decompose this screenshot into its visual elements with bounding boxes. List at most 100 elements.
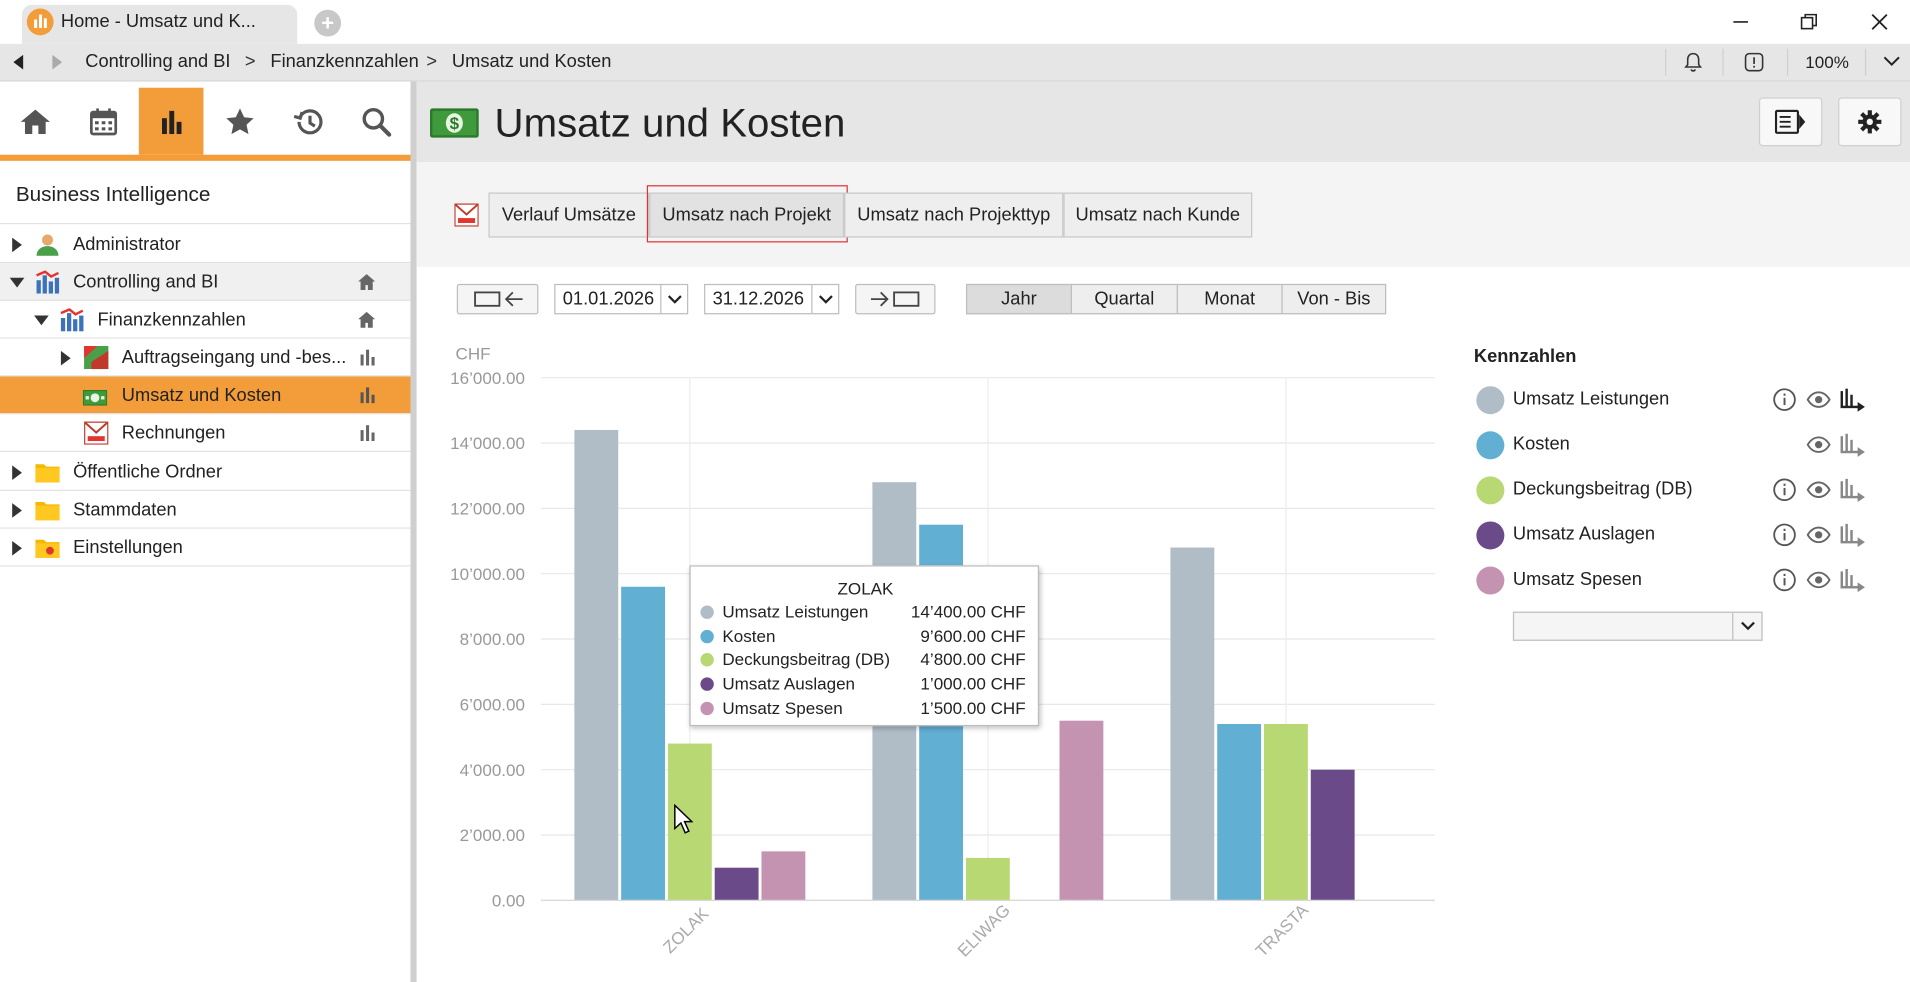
series-color-dot	[700, 605, 714, 619]
chart-axis-icon[interactable]	[1839, 387, 1866, 412]
chevron-down-icon[interactable]	[660, 285, 687, 314]
tree-item-controlling[interactable]: Controlling and BI	[0, 263, 411, 301]
close-icon[interactable]	[1861, 7, 1898, 36]
home-icon[interactable]	[357, 311, 376, 329]
expand-arrow-icon[interactable]	[12, 237, 22, 253]
panel-toggle-button[interactable]	[1758, 97, 1823, 147]
star-icon[interactable]	[207, 88, 273, 155]
y-tick-label: 0.00	[492, 891, 525, 910]
calendar-icon[interactable]	[71, 88, 137, 155]
eye-icon[interactable]	[1806, 391, 1831, 408]
date-to-field[interactable]: 31.12.2026	[704, 283, 840, 315]
period-quartal-button[interactable]: Quartal	[1070, 283, 1178, 315]
series-color-dot	[700, 677, 714, 691]
legend-color-dot	[1476, 476, 1505, 505]
collapse-arrow-icon[interactable]	[34, 315, 49, 326]
tree-item-label: Öffentliche Ordner	[73, 461, 223, 483]
back-arrow-icon[interactable]	[11, 54, 26, 70]
tooltip-row: Deckungsbeitrag (DB) 4’800.00 CHF	[700, 649, 1031, 673]
y-tick-label: 16’000.00	[450, 369, 525, 388]
new-tab-plus-icon[interactable]: +	[314, 9, 342, 37]
chart-axis-icon[interactable]	[1839, 568, 1866, 593]
y-tick-label: 14’000.00	[450, 434, 525, 453]
zoom-level[interactable]: 100%	[1805, 52, 1849, 72]
tree-item-einstellungen[interactable]: Einstellungen	[0, 528, 411, 567]
tree-item-label: Auftragseingang und -bes...	[121, 347, 347, 368]
chart-axis-icon[interactable]	[1839, 433, 1866, 457]
home-icon[interactable]	[2, 88, 68, 155]
tree-item-label: Einstellungen	[73, 537, 183, 559]
page-header	[416, 81, 1910, 163]
tree-item-label: Rechnungen	[121, 422, 226, 444]
date-from-field[interactable]: 01.01.2026	[554, 283, 689, 315]
tree-item-rechnungen[interactable]: Rechnungen	[0, 414, 411, 453]
bar-chart-icon[interactable]	[359, 424, 376, 442]
tooltip-series-value: 1’000.00 CHF	[920, 673, 1026, 694]
tooltip-series-value: 14’400.00 CHF	[910, 601, 1026, 622]
collapse-arrow-icon[interactable]	[9, 277, 25, 288]
tooltip-series-value: 9’600.00 CHF	[920, 625, 1026, 646]
chevron-down-icon[interactable]	[1732, 612, 1761, 640]
eye-icon[interactable]	[1806, 526, 1831, 544]
period-monat-button[interactable]: Monat	[1176, 283, 1283, 315]
bar-chart-icon[interactable]	[359, 386, 376, 404]
series-color-dot	[700, 629, 714, 643]
info-icon[interactable]	[1772, 523, 1796, 547]
tree-item-stammdaten[interactable]: Stammdaten	[0, 490, 411, 529]
next-period-button[interactable]	[855, 283, 936, 315]
tree-item-auftragseingang[interactable]: Auftragseingang und -bes...	[0, 338, 411, 377]
info-icon[interactable]	[1772, 387, 1796, 411]
eye-icon[interactable]	[1806, 571, 1831, 589]
eye-icon[interactable]	[1806, 436, 1831, 453]
tree-item-umsatz-und-kosten[interactable]: Umsatz und Kosten	[0, 376, 411, 415]
chevron-down-icon[interactable]	[1883, 55, 1900, 67]
minimize-icon[interactable]	[1722, 7, 1759, 36]
previous-period-button[interactable]	[456, 283, 539, 315]
info-icon[interactable]	[1772, 478, 1796, 502]
breadcrumb-controlling[interactable]: Controlling and BI	[85, 51, 231, 72]
legend-item: Umsatz Spesen	[1476, 565, 1878, 597]
info-icon[interactable]	[1772, 568, 1796, 592]
chevron-down-icon[interactable]	[811, 285, 838, 314]
expand-arrow-icon[interactable]	[12, 503, 22, 518]
search-icon[interactable]	[344, 88, 410, 155]
kennzahl-select[interactable]	[1512, 611, 1763, 641]
chart-axis-icon[interactable]	[1839, 523, 1866, 548]
settings-button[interactable]	[1838, 97, 1902, 147]
period-jahr-button[interactable]: Jahr	[965, 283, 1072, 315]
sidebar-resize-handle[interactable]	[410, 81, 417, 982]
expand-arrow-icon[interactable]	[12, 465, 22, 481]
expand-arrow-icon[interactable]	[60, 350, 71, 366]
bell-icon[interactable]	[1682, 51, 1704, 73]
chart-axis-icon[interactable]	[1839, 478, 1866, 502]
home-icon[interactable]	[357, 273, 376, 291]
tab-verlauf-umsaetze[interactable]: Verlauf Umsätze	[488, 192, 650, 238]
y-tick-label: 2’000.00	[460, 826, 525, 845]
folder-icon	[35, 501, 60, 521]
tab-umsatz-nach-projekttyp[interactable]: Umsatz nach Projekttyp	[844, 192, 1064, 238]
bar-chart-icon[interactable]	[139, 88, 205, 155]
address-bar	[0, 43, 1910, 82]
tree-item-oeffentliche-ordner[interactable]: Öffentliche Ordner	[0, 453, 411, 491]
expand-arrow-icon[interactable]	[12, 540, 22, 556]
tree-item-label: Administrator	[73, 233, 181, 255]
chart-app-icon	[26, 8, 54, 36]
breadcrumb-umsatz[interactable]: Umsatz und Kosten	[451, 51, 612, 72]
tab-umsatz-nach-projekt[interactable]: Umsatz nach Projekt	[649, 192, 845, 238]
restore-icon[interactable]	[1791, 7, 1828, 36]
page-title: Umsatz und Kosten	[494, 99, 846, 145]
bar-chart-icon[interactable]	[359, 348, 376, 366]
tree-item-finanzkennzahlen[interactable]: Finanzkennzahlen	[0, 300, 411, 339]
eye-icon[interactable]	[1806, 481, 1831, 499]
forward-arrow-icon[interactable]	[50, 54, 65, 70]
period-von-bis-button[interactable]: Von - Bis	[1281, 283, 1387, 315]
legend-label: Kosten	[1512, 433, 1570, 455]
breadcrumb-finanzkennzahlen[interactable]: Finanzkennzahlen	[270, 51, 419, 72]
bar	[621, 586, 666, 901]
history-icon[interactable]	[275, 88, 341, 155]
browser-tab[interactable]	[21, 4, 298, 44]
tree-item-administrator[interactable]: Administrator	[0, 225, 411, 264]
alert-icon[interactable]	[1743, 51, 1765, 73]
tab-umsatz-nach-kunde[interactable]: Umsatz nach Kunde	[1063, 192, 1253, 238]
